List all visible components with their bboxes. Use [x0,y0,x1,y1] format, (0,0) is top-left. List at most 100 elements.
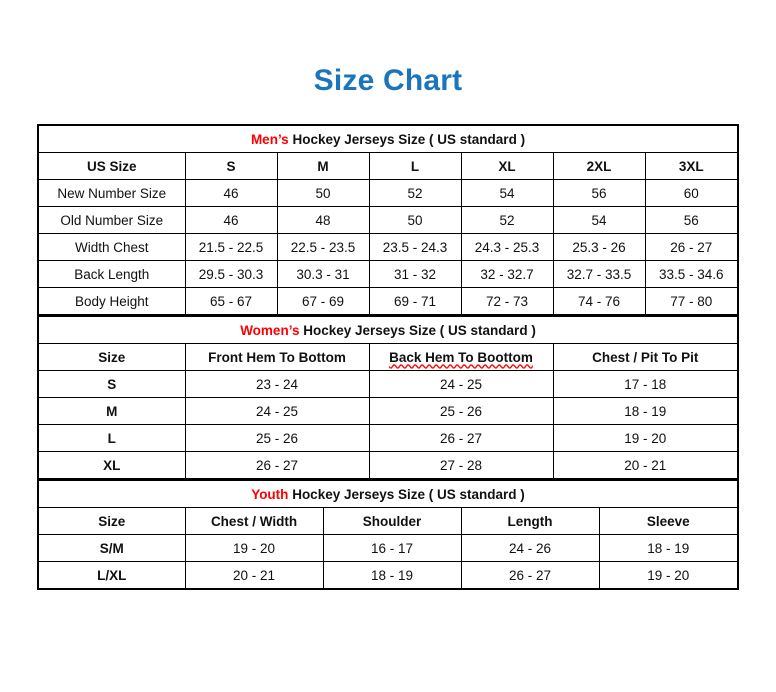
mens-cell-4-2: 69 - 71 [368,287,462,315]
mens-cell-2-0: 21.5 - 22.5 [184,233,278,261]
mens-col-header-4: XL [460,152,554,180]
mens-row-label-0: New Number Size [37,179,186,207]
mens-cell-4-1: 67 - 69 [276,287,370,315]
youth-col-header-1: Chest / Width [184,507,324,535]
mens-cell-3-5: 33.5 - 34.6 [644,260,739,288]
table-header-row: Size Front Hem To Bottom Back Hem To Boo… [37,343,739,371]
table-row: L/XL 20 - 21 18 - 19 26 - 27 19 - 20 [37,561,739,590]
mens-cell-4-4: 74 - 76 [552,287,646,315]
mens-cell-1-5: 56 [644,206,739,234]
youth-cell-1-3: 19 - 20 [598,561,739,590]
mens-cell-4-5: 77 - 80 [644,287,739,315]
mens-size-table: Men’s Hockey Jerseys Size ( US standard … [37,124,740,315]
mens-heading-accent: Men’s [250,131,289,147]
mens-cell-1-0: 46 [184,206,278,234]
youth-row-label-0: S/M [37,534,186,562]
table-row: New Number Size 46 50 52 54 56 60 [37,179,739,207]
womens-section-heading: Women’s Hockey Jerseys Size ( US standar… [37,315,739,344]
mens-row-label-2: Width Chest [37,233,186,261]
womens-col-header-2-text: Back Hem To Boottom [389,349,533,365]
womens-cell-2-2: 19 - 20 [552,424,739,452]
womens-cell-0-1: 24 - 25 [368,370,554,398]
table-row: S 23 - 24 24 - 25 17 - 18 [37,370,739,398]
mens-cell-4-0: 65 - 67 [184,287,278,315]
youth-col-header-4: Sleeve [598,507,739,535]
youth-col-header-0: Size [37,507,186,535]
mens-cell-3-1: 30.3 - 31 [276,260,370,288]
size-chart-tables: Men’s Hockey Jerseys Size ( US standard … [37,124,740,590]
womens-row-label-3: XL [37,451,186,479]
womens-cell-3-1: 27 - 28 [368,451,554,479]
mens-cell-3-2: 31 - 32 [368,260,462,288]
table-header-row: US Size S M L XL 2XL 3XL [37,152,739,180]
womens-cell-3-0: 26 - 27 [184,451,370,479]
table-row: Width Chest 21.5 - 22.5 22.5 - 23.5 23.5… [37,233,739,261]
mens-cell-1-3: 52 [460,206,554,234]
table-section-heading-row: Men’s Hockey Jerseys Size ( US standard … [37,124,739,153]
page-title: Size Chart [313,64,463,97]
womens-cell-2-1: 26 - 27 [368,424,554,452]
mens-cell-1-1: 48 [276,206,370,234]
table-row: M 24 - 25 25 - 26 18 - 19 [37,397,739,425]
womens-row-label-0: S [37,370,186,398]
mens-cell-2-4: 25.3 - 26 [552,233,646,261]
mens-cell-0-2: 52 [368,179,462,207]
youth-cell-0-2: 24 - 26 [460,534,600,562]
mens-cell-2-1: 22.5 - 23.5 [276,233,370,261]
youth-heading-accent: Youth [251,486,289,502]
mens-heading-rest: Hockey Jerseys Size ( US standard ) [288,131,526,147]
table-section-heading-row: Women’s Hockey Jerseys Size ( US standar… [37,315,739,344]
womens-size-table: Women’s Hockey Jerseys Size ( US standar… [37,315,739,479]
womens-heading-rest: Hockey Jerseys Size ( US standard ) [299,322,536,338]
table-row: Body Height 65 - 67 67 - 69 69 - 71 72 -… [37,287,739,315]
mens-col-header-6: 3XL [644,152,739,180]
womens-col-header-3: Chest / Pit To Pit [552,343,739,371]
table-header-row: Size Chest / Width Shoulder Length Sleev… [37,507,739,535]
mens-cell-3-4: 32.7 - 33.5 [552,260,646,288]
mens-cell-2-3: 24.3 - 25.3 [460,233,554,261]
womens-col-header-1: Front Hem To Bottom [184,343,370,371]
womens-cell-1-1: 25 - 26 [368,397,554,425]
womens-col-header-2: Back Hem To Boottom [368,343,554,371]
mens-cell-0-0: 46 [184,179,278,207]
mens-col-header-2: M [276,152,370,180]
table-row: XL 26 - 27 27 - 28 20 - 21 [37,451,739,479]
table-row: S/M 19 - 20 16 - 17 24 - 26 18 - 19 [37,534,739,562]
youth-col-header-2: Shoulder [322,507,462,535]
mens-col-header-5: 2XL [552,152,646,180]
womens-cell-1-0: 24 - 25 [184,397,370,425]
mens-col-header-3: L [368,152,462,180]
mens-cell-0-5: 60 [644,179,739,207]
womens-heading-accent: Women’s [240,322,300,338]
mens-row-label-4: Body Height [37,287,186,315]
womens-cell-1-2: 18 - 19 [552,397,739,425]
youth-cell-0-0: 19 - 20 [184,534,324,562]
mens-row-label-1: Old Number Size [37,206,186,234]
youth-section-heading: Youth Hockey Jerseys Size ( US standard … [37,479,739,508]
mens-cell-4-3: 72 - 73 [460,287,554,315]
mens-cell-2-5: 26 - 27 [644,233,739,261]
youth-cell-0-1: 16 - 17 [322,534,462,562]
mens-cell-3-3: 32 - 32.7 [460,260,554,288]
womens-row-label-2: L [37,424,186,452]
mens-row-label-3: Back Length [37,260,186,288]
mens-cell-0-3: 54 [460,179,554,207]
table-section-heading-row: Youth Hockey Jerseys Size ( US standard … [37,479,739,508]
mens-cell-3-0: 29.5 - 30.3 [184,260,278,288]
youth-col-header-3: Length [460,507,600,535]
mens-section-heading: Men’s Hockey Jerseys Size ( US standard … [37,124,739,153]
table-row: L 25 - 26 26 - 27 19 - 20 [37,424,739,452]
womens-cell-2-0: 25 - 26 [184,424,370,452]
table-row: Old Number Size 46 48 50 52 54 56 [37,206,739,234]
mens-cell-2-2: 23.5 - 24.3 [368,233,462,261]
womens-cell-0-2: 17 - 18 [552,370,739,398]
womens-cell-3-2: 20 - 21 [552,451,739,479]
youth-size-table: Youth Hockey Jerseys Size ( US standard … [37,479,739,590]
youth-cell-1-1: 18 - 19 [322,561,462,590]
mens-cell-0-4: 56 [552,179,646,207]
womens-col-header-0: Size [37,343,186,371]
womens-cell-0-0: 23 - 24 [184,370,370,398]
youth-cell-0-3: 18 - 19 [598,534,739,562]
mens-col-header-0: US Size [37,152,186,180]
